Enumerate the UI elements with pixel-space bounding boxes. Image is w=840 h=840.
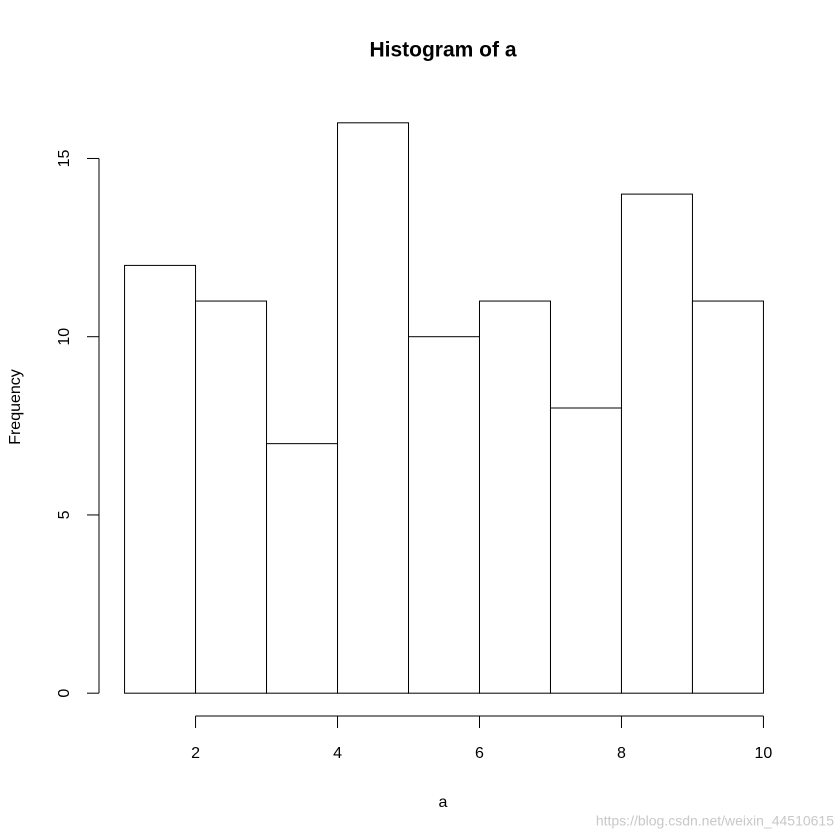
x-tick-label: 8 xyxy=(617,745,626,762)
bar xyxy=(195,300,268,694)
x-axis-label: a xyxy=(439,794,448,811)
bar xyxy=(549,407,622,694)
bar xyxy=(337,122,410,694)
bar xyxy=(408,336,480,694)
y-tick-label: 0 xyxy=(56,689,73,698)
y-tick-label: 10 xyxy=(56,328,73,346)
x-tick-label: 4 xyxy=(333,745,342,762)
x-tick-label: 10 xyxy=(755,745,773,762)
bar xyxy=(478,300,551,694)
x-tick-label: 2 xyxy=(191,745,200,762)
bar xyxy=(124,264,197,694)
y-axis-label: Frequency xyxy=(7,369,24,445)
x-tick-label: 6 xyxy=(475,745,484,762)
bar xyxy=(620,193,693,694)
y-tick-label: 15 xyxy=(56,149,73,167)
chart-title: Histogram of a xyxy=(369,39,516,62)
bar xyxy=(691,300,764,694)
bar xyxy=(266,443,339,694)
watermark: https://blog.csdn.net/weixin_44510615 xyxy=(596,813,834,829)
y-tick-label: 5 xyxy=(56,510,73,519)
